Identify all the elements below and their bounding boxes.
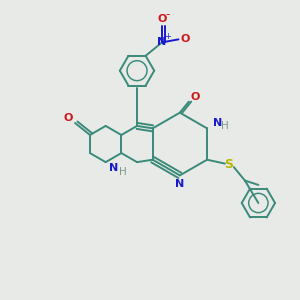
Text: H: H: [118, 167, 126, 177]
Text: N: N: [213, 118, 222, 128]
Text: N: N: [109, 163, 118, 173]
Text: -: -: [166, 8, 170, 21]
Text: O: O: [190, 92, 200, 101]
Text: +: +: [164, 32, 171, 41]
Text: N: N: [175, 179, 184, 189]
Text: O: O: [158, 14, 167, 24]
Text: H: H: [221, 121, 229, 131]
Text: N: N: [158, 38, 167, 47]
Text: S: S: [224, 158, 233, 171]
Text: O: O: [64, 113, 73, 123]
Text: O: O: [180, 34, 190, 44]
